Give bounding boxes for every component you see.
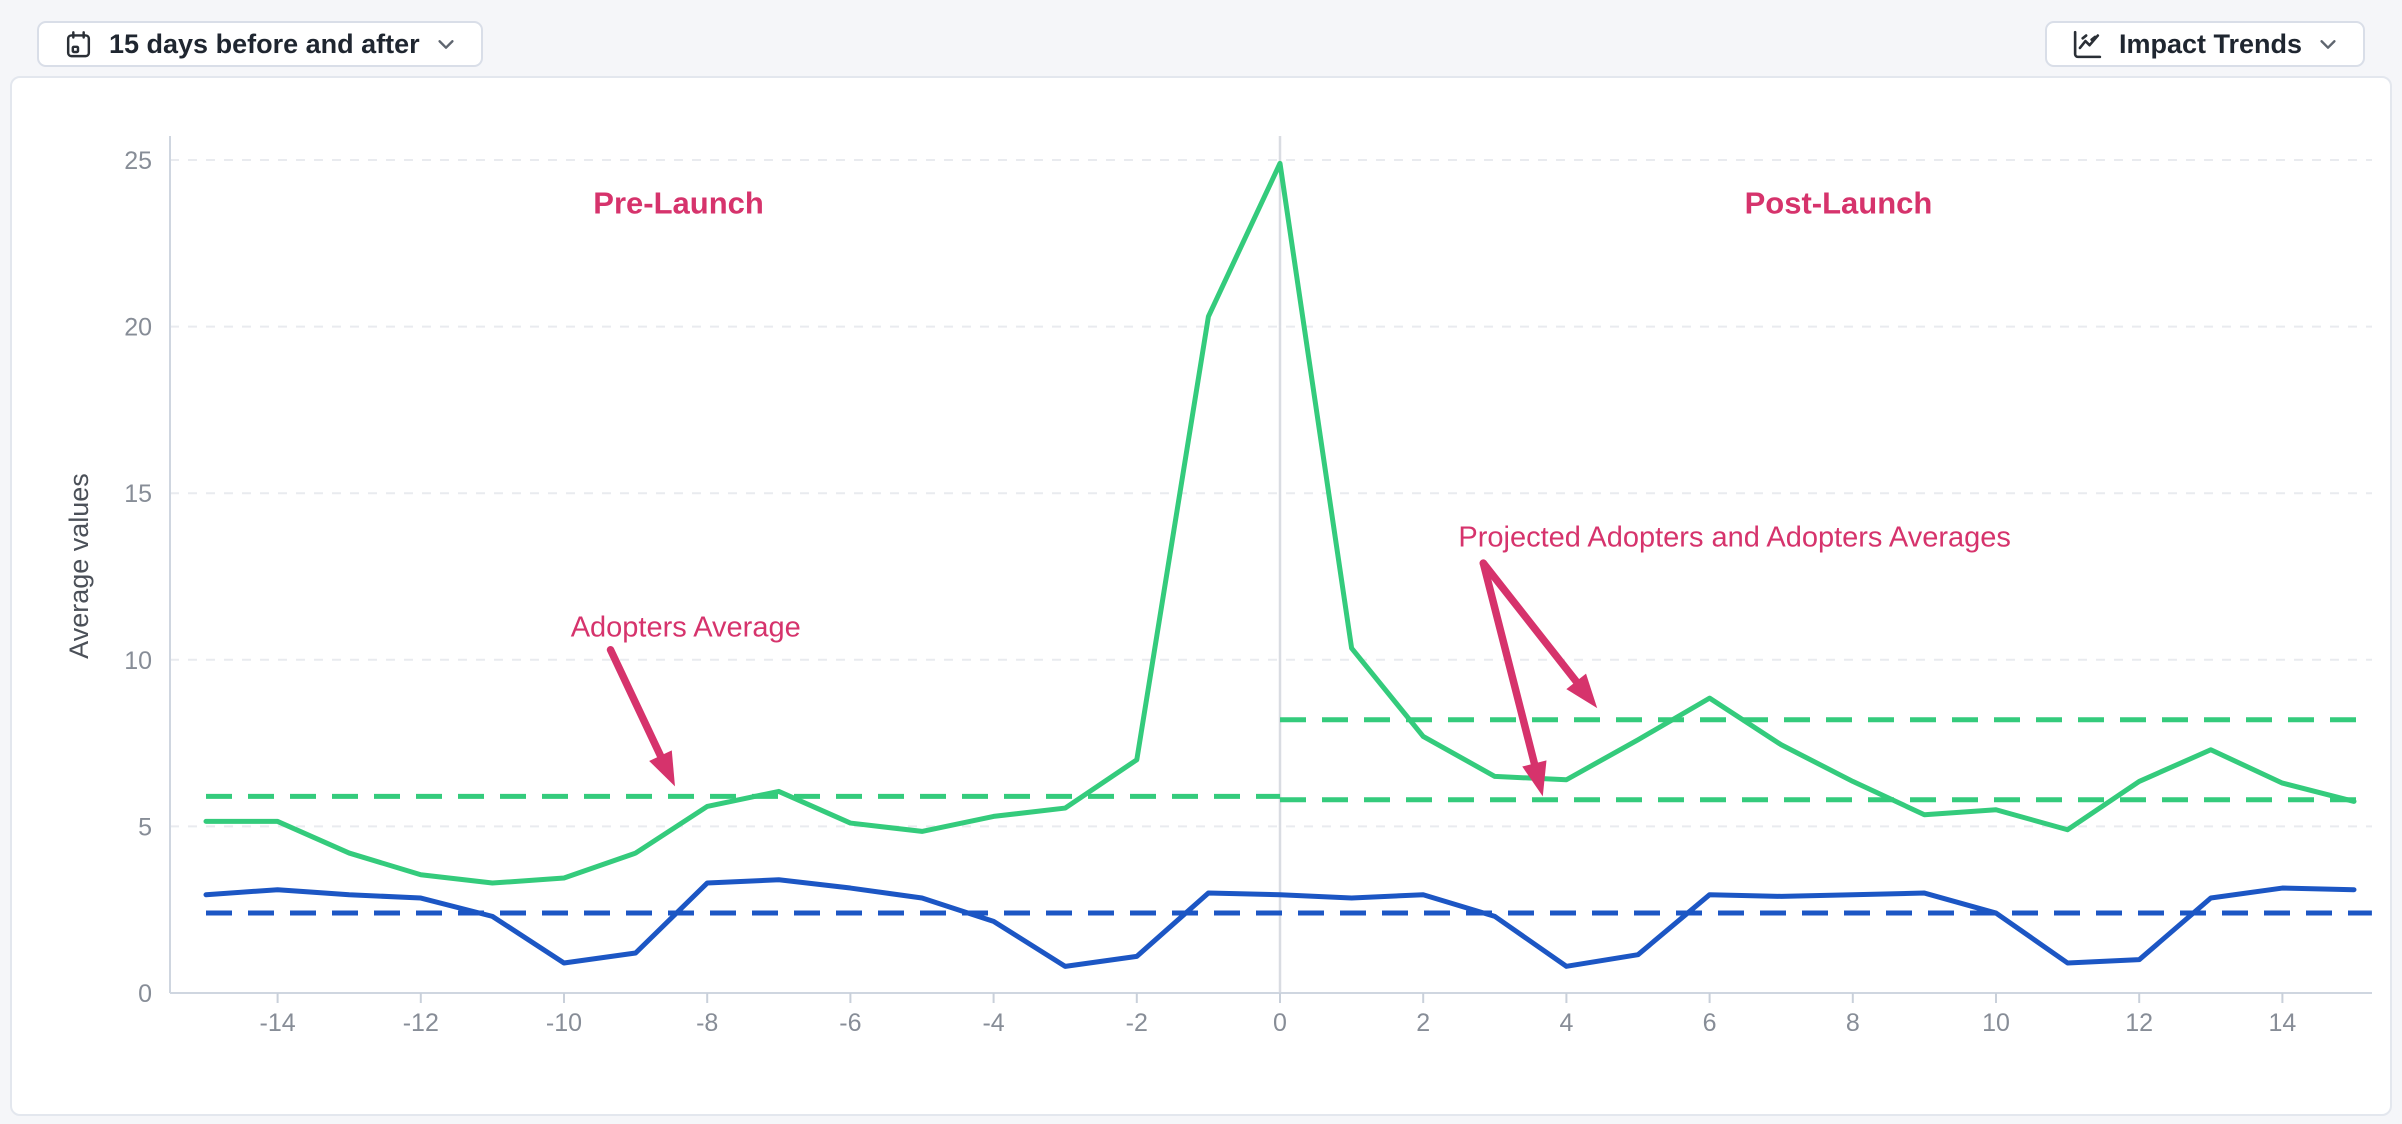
x-tick-label-4: 4	[1559, 1009, 1573, 1037]
y-tick-labels: 0 5 10 15 20 25	[124, 147, 152, 1008]
annotation-arrowhead-0	[649, 750, 675, 787]
trend-chart-icon	[2071, 28, 2104, 61]
x-tick-label-0: 0	[1273, 1009, 1287, 1037]
x-tick-label-14: 14	[2268, 1009, 2296, 1037]
y-axis-title: Average values	[64, 473, 94, 659]
x-tick-label-8: 8	[1846, 1009, 1860, 1037]
annotation-text-post-launch: Post-Launch	[1745, 185, 1933, 220]
x-tick-label--4: -4	[982, 1009, 1004, 1037]
date-range-button[interactable]: 15 days before and after	[37, 21, 483, 67]
chart-card	[10, 76, 2392, 1116]
x-tick-label-10: 10	[1982, 1009, 2010, 1037]
annotation-text-pre-launch: Pre-Launch	[593, 185, 764, 220]
annotation-projected-and-adopters-averages-label: Projected Adopters and Adopters Averages	[1458, 522, 2011, 797]
x-tick-label-12: 12	[2125, 1009, 2153, 1037]
x-tick-label--8: -8	[696, 1009, 718, 1037]
y-tick-label-15: 15	[124, 480, 152, 508]
series-projected-adopters[interactable]	[203, 877, 2357, 969]
chevron-down-icon	[435, 33, 457, 55]
chart-type-button[interactable]: Impact Trends	[2044, 21, 2365, 67]
y-tick-label-0: 0	[138, 980, 152, 1008]
x-tick-label--10: -10	[546, 1009, 582, 1037]
x-tick-labels: -14 -12 -10 -8 -6 -4 -2 0 2 4 6 8 10 12 14	[260, 993, 2296, 1037]
x-tick-label--14: -14	[260, 1009, 296, 1037]
date-range-label: 15 days before and after	[109, 28, 420, 59]
x-tick-label--12: -12	[403, 1009, 439, 1037]
x-tick-label--2: -2	[1126, 1009, 1148, 1037]
y-tick-label-10: 10	[124, 647, 152, 675]
annotation-arrow-line-1	[1479, 559, 1540, 774]
y-tick-label-25: 25	[124, 147, 152, 175]
y-tick-label-5: 5	[138, 813, 152, 841]
y-gridlines	[170, 159, 2372, 828]
series-adopters[interactable]	[203, 160, 2357, 886]
annotation-pre-launch: Pre-Launch	[593, 185, 764, 220]
annotation-arrowhead-1	[1522, 760, 1547, 797]
calendar-icon	[63, 29, 94, 60]
annotation-arrow-line-0	[1479, 559, 1584, 690]
x-tick-label-2: 2	[1416, 1009, 1430, 1037]
annotation-arrowhead-0	[1566, 673, 1598, 709]
annotation-post-launch: Post-Launch	[1745, 185, 1933, 220]
y-tick-label-20: 20	[124, 314, 152, 342]
x-tick-label--6: -6	[839, 1009, 861, 1037]
annotation-arrow-line-0	[606, 646, 667, 765]
x-tick-label-6: 6	[1703, 1009, 1717, 1037]
annotation-text-projected-and-adopters-averages-label: Projected Adopters and Adopters Averages	[1458, 522, 2010, 554]
chart-type-label: Impact Trends	[2118, 28, 2302, 59]
chevron-down-icon	[2317, 33, 2339, 55]
annotation-adopters-average-label: Adopters Average	[571, 611, 801, 787]
annotation-text-adopters-average-label: Adopters Average	[571, 611, 801, 643]
